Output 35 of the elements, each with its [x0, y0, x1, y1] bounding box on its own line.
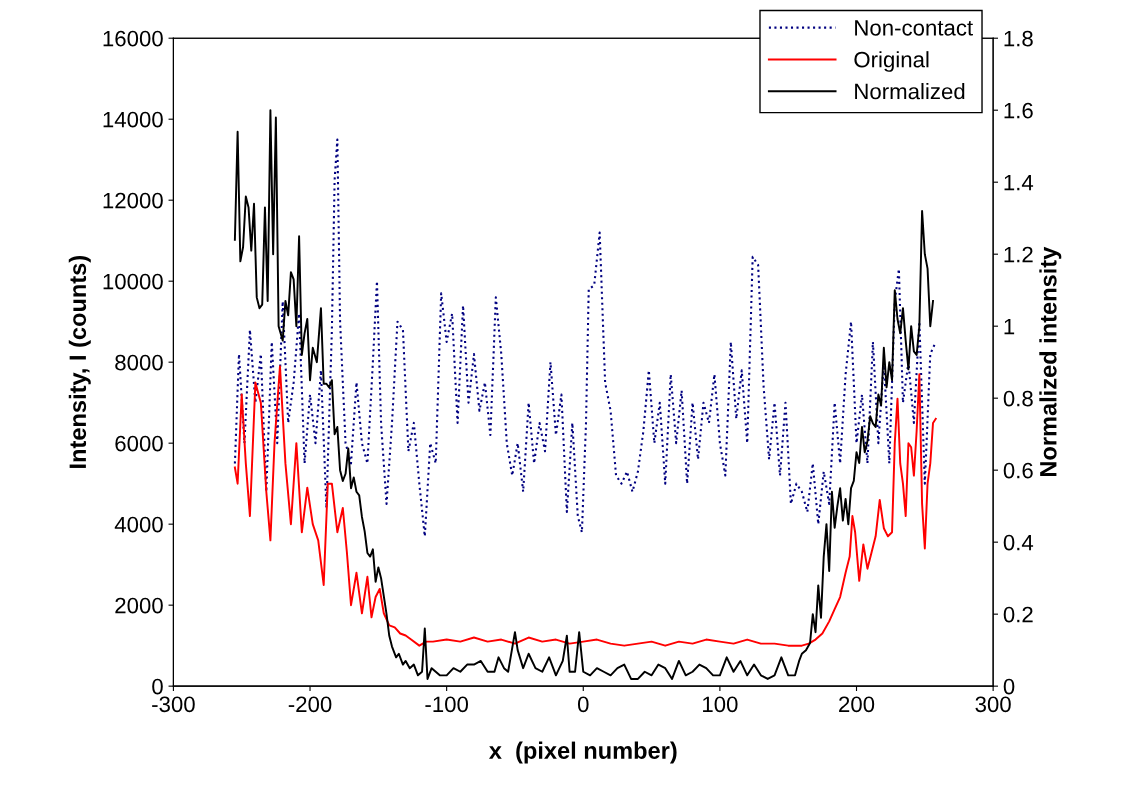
x-tick-label: -100: [425, 696, 469, 713]
y-tick-label: 14000: [103, 111, 163, 128]
y2-tick-label: 0: [1003, 678, 1015, 695]
x-axis-title: x (pixel number): [488, 741, 677, 764]
x-tick-label: 0: [577, 696, 589, 713]
x-tick-label: 200: [839, 696, 875, 713]
line-series: [233, 109, 934, 680]
line-series: [233, 138, 937, 538]
y-tick-label: 10000: [103, 273, 163, 290]
y-tick-label: 12000: [103, 192, 163, 209]
y-tick-label: 16000: [103, 30, 163, 47]
y-axis-title: Intensity, I (counts): [68, 255, 91, 468]
legend-label: Original: [854, 51, 929, 72]
line-series: [233, 365, 937, 647]
y2-tick-label: 1.8: [1004, 30, 1033, 47]
y-tick-label: 4000: [114, 516, 163, 533]
y2-tick-label: 1.2: [1004, 246, 1033, 263]
y-tick-label: 6000: [115, 435, 163, 452]
y2-tick-label: 0.4: [1003, 534, 1034, 551]
x-tick-label: 300: [975, 696, 1011, 713]
y2-tick-label: 1.4: [1004, 174, 1034, 191]
x-tick-label: -200: [288, 696, 332, 713]
y-tick-label: 8000: [115, 354, 163, 371]
legend-label: Normalized: [855, 82, 965, 100]
legend-label: Non-contact: [855, 20, 973, 36]
x-tick-label: -300: [152, 696, 195, 713]
y2-tick-label: 1.6: [1004, 102, 1033, 119]
x-tick-label: 100: [703, 696, 738, 713]
y2-tick-label: 0.6: [1003, 462, 1033, 479]
y2-tick-label: 0.2: [1003, 606, 1033, 623]
y2-axis-title: Normalized intensity: [1039, 246, 1062, 477]
y2-tick-label: 1: [1004, 318, 1015, 335]
y-tick-label: 2000: [115, 597, 163, 614]
y2-tick-label: 0.8: [1003, 390, 1033, 407]
y-tick-label: 0: [152, 678, 163, 695]
